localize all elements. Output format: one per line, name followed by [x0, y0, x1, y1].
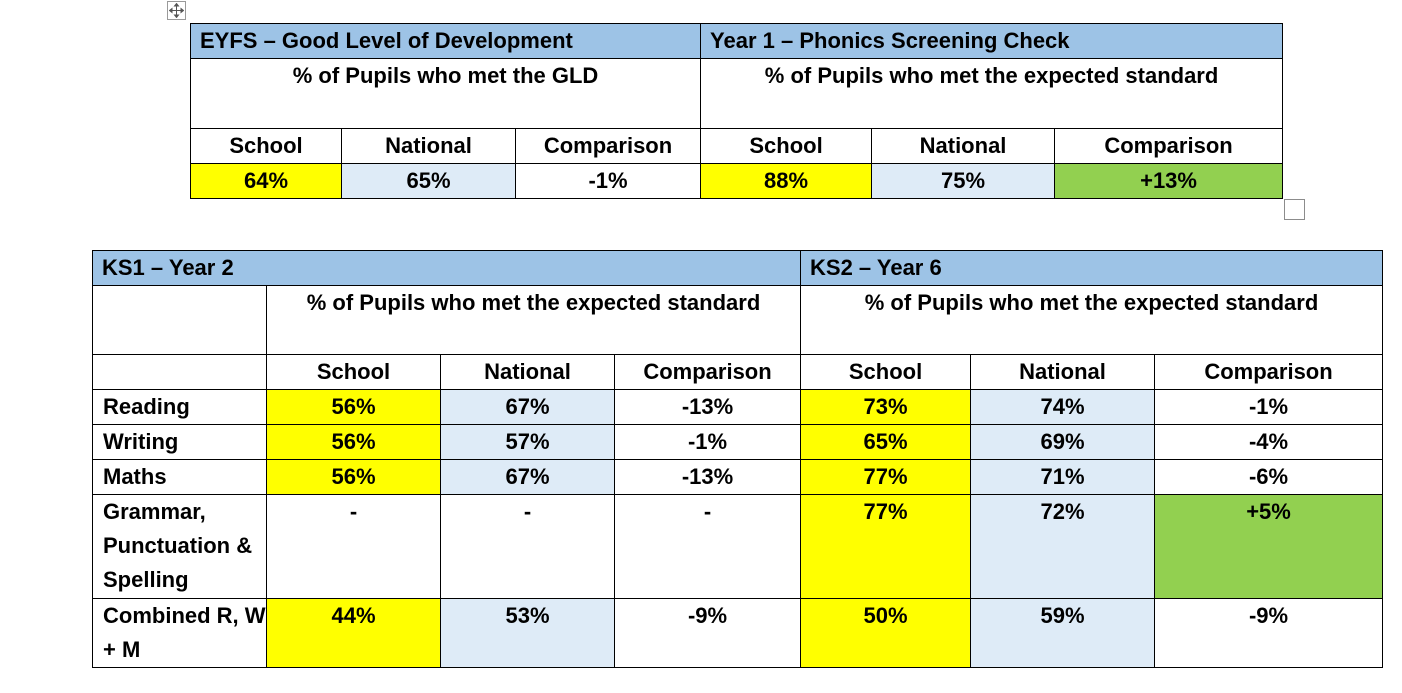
table-row: Writing 56% 57% -1% 65% 69% -4% — [92, 424, 1384, 460]
ks1-national-value: 53% — [440, 598, 615, 668]
column-header-school: School — [700, 128, 873, 164]
row-label-writing: Writing — [92, 424, 267, 460]
ks1-comparison-value: -9% — [613, 598, 802, 668]
eyfs-school-value: 64% — [190, 163, 342, 199]
table-row: Reading 56% 67% -13% 73% 74% -1% — [92, 389, 1384, 425]
ks2-subtitle: % of Pupils who met the expected standar… — [800, 285, 1384, 355]
column-header-row: School National Comparison School Nation… — [190, 128, 1284, 164]
column-header-school: School — [190, 128, 342, 164]
table-row: Grammar, Punctuation & Spelling - - - 77… — [92, 494, 1384, 599]
ks2-school-value: 73% — [800, 389, 972, 425]
empty-cell — [92, 354, 267, 390]
ks2-comparison-value: -4% — [1154, 424, 1384, 460]
eyfs-subtitle: % of Pupils who met the GLD — [189, 58, 702, 129]
phonics-title: Year 1 – Phonics Screening Check — [700, 23, 1284, 59]
ks1-comparison-value: -1% — [613, 424, 802, 460]
ks2-school-value: 65% — [800, 424, 972, 460]
ks1-school-value: 44% — [266, 598, 441, 668]
ks1-school-value: 56% — [266, 424, 441, 460]
ks1-school-value: 56% — [266, 389, 441, 425]
ks1-ks2-table: KS1 – Year 2 KS2 – Year 6 % of Pupils wh… — [91, 250, 1384, 668]
ks1-national-value: - — [440, 494, 615, 599]
table-row: Maths 56% 67% -13% 77% 71% -6% — [92, 459, 1384, 495]
ks2-school-value: 77% — [800, 494, 972, 599]
row-label-gps: Grammar, Punctuation & Spelling — [92, 494, 267, 599]
phonics-school-value: 88% — [700, 163, 873, 199]
resize-handle-icon[interactable] — [1284, 199, 1305, 220]
ks1-comparison-value: -13% — [613, 389, 802, 425]
column-header-national: National — [970, 354, 1156, 390]
eyfs-title: EYFS – Good Level of Development — [189, 23, 702, 59]
ks1-national-value: 67% — [440, 389, 615, 425]
ks2-national-value: 74% — [970, 389, 1156, 425]
column-header-school: School — [800, 354, 972, 390]
column-header-school: School — [266, 354, 441, 390]
ks2-comparison-value: -6% — [1154, 459, 1384, 495]
move-arrows-icon — [169, 3, 184, 18]
ks1-school-value: - — [266, 494, 441, 599]
ks1-national-value: 57% — [440, 424, 615, 460]
value-row: 64% 65% -1% 88% 75% +13% — [190, 163, 1284, 199]
row-label-maths: Maths — [92, 459, 267, 495]
column-header-comparison: Comparison — [514, 128, 702, 164]
ks1-title: KS1 – Year 2 — [91, 250, 802, 286]
ks2-comparison-value: +5% — [1154, 494, 1384, 599]
column-header-row: School National Comparison School Nation… — [92, 354, 1384, 390]
ks2-national-value: 59% — [970, 598, 1156, 668]
ks2-school-value: 77% — [800, 459, 972, 495]
column-header-national: National — [341, 128, 516, 164]
phonics-national-value: 75% — [871, 163, 1056, 199]
column-header-comparison: Comparison — [613, 354, 802, 390]
ks1-comparison-value: - — [613, 494, 802, 599]
ks2-school-value: 50% — [800, 598, 972, 668]
phonics-subtitle: % of Pupils who met the expected standar… — [700, 58, 1284, 129]
table-row: Combined R, W + M 44% 53% -9% 50% 59% -9… — [92, 598, 1384, 668]
phonics-comparison-value: +13% — [1054, 163, 1284, 199]
eyfs-comparison-value: -1% — [514, 163, 702, 199]
column-header-comparison: Comparison — [1154, 354, 1384, 390]
ks1-subtitle: % of Pupils who met the expected standar… — [265, 285, 802, 355]
eyfs-phonics-table: EYFS – Good Level of Development Year 1 … — [189, 23, 1284, 199]
column-header-national: National — [440, 354, 615, 390]
eyfs-national-value: 65% — [341, 163, 516, 199]
ks2-national-value: 69% — [970, 424, 1156, 460]
ks1-national-value: 67% — [440, 459, 615, 495]
ks1-school-value: 56% — [266, 459, 441, 495]
table-move-handle[interactable] — [167, 1, 186, 20]
ks2-title: KS2 – Year 6 — [800, 250, 1384, 286]
ks1-comparison-value: -13% — [613, 459, 802, 495]
column-header-national: National — [871, 128, 1056, 164]
ks2-comparison-value: -1% — [1154, 389, 1384, 425]
row-label-reading: Reading — [92, 389, 267, 425]
column-header-comparison: Comparison — [1054, 128, 1284, 164]
ks2-national-value: 72% — [970, 494, 1156, 599]
ks2-comparison-value: -9% — [1154, 598, 1384, 668]
row-label-combined: Combined R, W + M — [92, 598, 267, 668]
empty-cell — [92, 285, 267, 355]
ks2-national-value: 71% — [970, 459, 1156, 495]
